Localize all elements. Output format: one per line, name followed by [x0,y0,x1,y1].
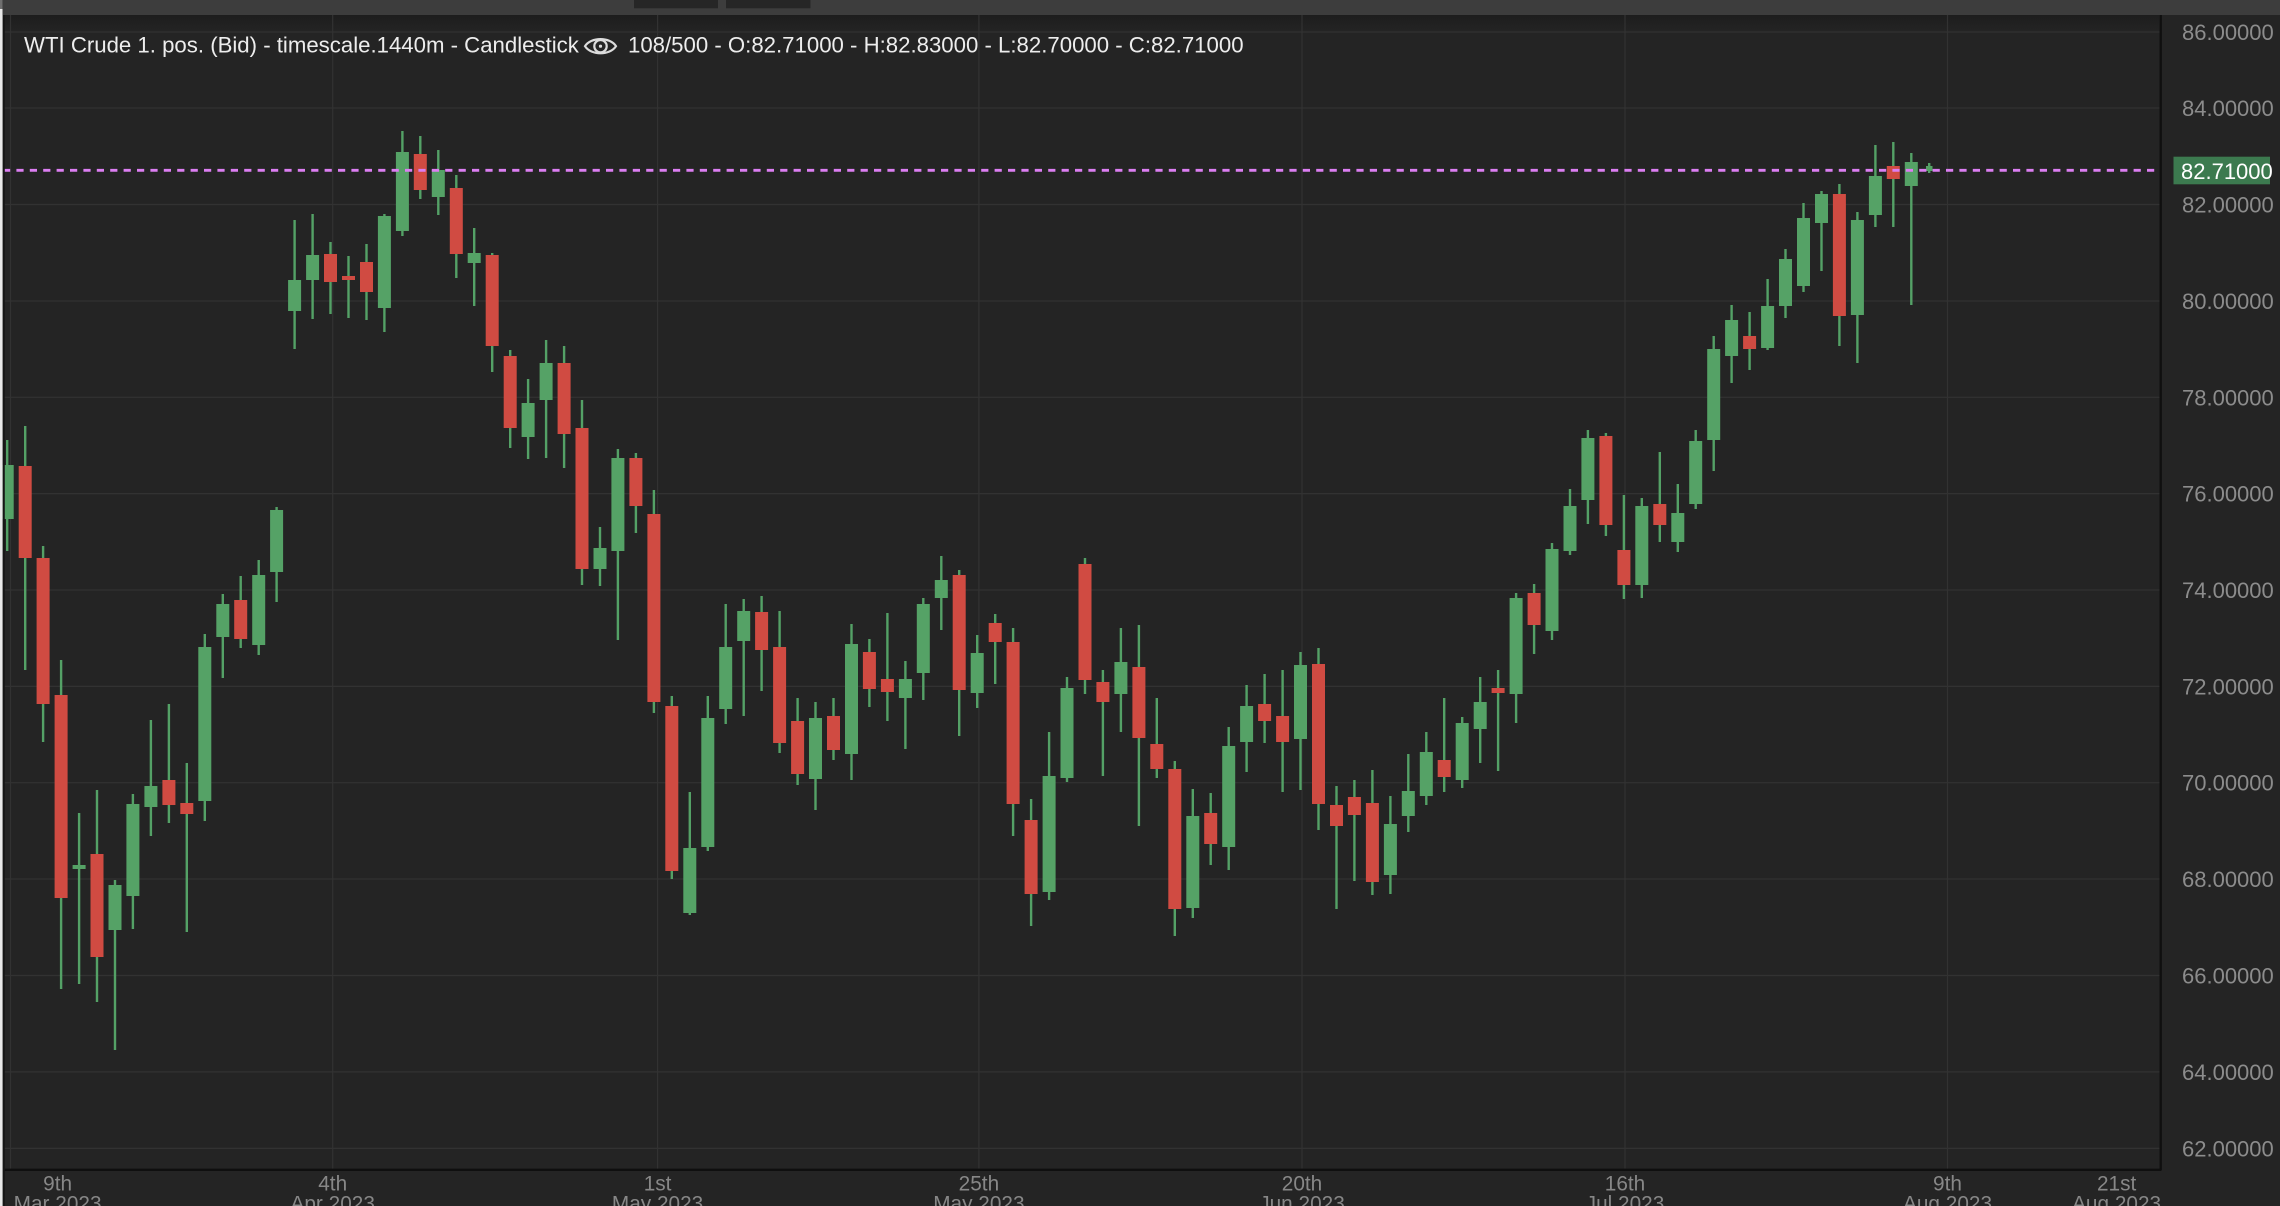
svg-text:74.00000: 74.00000 [2182,578,2274,603]
svg-text:Jun 2023: Jun 2023 [1259,1193,1345,1206]
svg-text:Mar 2023: Mar 2023 [14,1193,102,1206]
svg-text:80.00000: 80.00000 [2182,289,2274,314]
svg-text:66.00000: 66.00000 [2182,964,2274,989]
svg-text:Jul 2023: Jul 2023 [1586,1193,1665,1206]
svg-text:WTI Crude 1. pos. (Bid) - time: WTI Crude 1. pos. (Bid) - timescale.1440… [24,33,580,58]
svg-text:25th: 25th [959,1173,999,1196]
svg-text:16th: 16th [1605,1173,1645,1196]
svg-text:78.00000: 78.00000 [2182,385,2274,410]
svg-text:4th: 4th [318,1173,347,1196]
svg-text:9th: 9th [1933,1173,1962,1196]
svg-text:1st: 1st [644,1173,672,1196]
svg-text:76.00000: 76.00000 [2182,482,2274,507]
svg-text:May 2023: May 2023 [612,1193,703,1206]
svg-text:9th: 9th [43,1173,72,1196]
svg-text:Apr 2023: Apr 2023 [290,1193,374,1206]
svg-text:20th: 20th [1282,1173,1322,1196]
svg-text:84.00000: 84.00000 [2182,96,2274,121]
svg-text:70.00000: 70.00000 [2182,771,2274,796]
svg-text:108/500 - O:82.71000 - H:82.83: 108/500 - O:82.71000 - H:82.83000 - L:82… [628,33,1244,58]
svg-text:82.71000: 82.71000 [2181,159,2273,184]
svg-text:72.00000: 72.00000 [2182,674,2274,699]
svg-text:64.00000: 64.00000 [2182,1060,2274,1085]
svg-text:82.00000: 82.00000 [2182,193,2274,218]
svg-text:68.00000: 68.00000 [2182,867,2274,892]
svg-text:62.00000: 62.00000 [2182,1136,2274,1161]
svg-text:Aug 2023: Aug 2023 [2072,1193,2161,1206]
svg-text:Aug 2023: Aug 2023 [1903,1193,1992,1206]
svg-text:86.00000: 86.00000 [2182,20,2274,45]
svg-text:21st: 21st [2097,1173,2137,1196]
svg-text:May 2023: May 2023 [933,1193,1024,1206]
